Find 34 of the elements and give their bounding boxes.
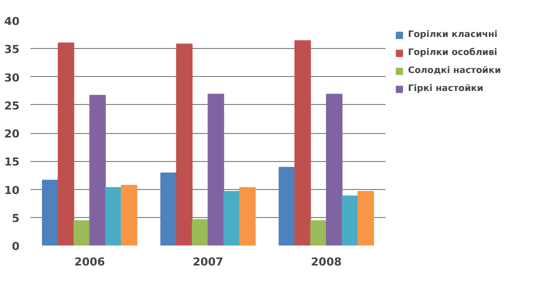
- bar: [74, 220, 90, 246]
- legend-label: Гіркі настойки: [408, 84, 484, 94]
- bar: [160, 172, 177, 246]
- bar: [42, 180, 58, 246]
- y-tick-label: 40: [4, 15, 20, 28]
- x-tick-label: 2006: [74, 256, 106, 268]
- bar: [176, 44, 193, 246]
- bar: [310, 220, 327, 246]
- y-tick-label: 0: [12, 240, 20, 253]
- bar: [223, 191, 240, 246]
- bar: [58, 42, 74, 246]
- y-tick-label: 20: [4, 128, 20, 140]
- y-tick-label: 5: [12, 212, 20, 225]
- y-tick-label: 30: [4, 71, 20, 84]
- legend-label: Горілки класичні: [408, 30, 498, 40]
- x-tick-label: 2007: [192, 256, 224, 268]
- bar: [326, 94, 342, 246]
- bar: [278, 166, 296, 246]
- bar: [239, 187, 256, 246]
- bar: [192, 219, 208, 246]
- legend-label: Горілки особливі: [408, 48, 498, 58]
- bar: [89, 94, 106, 246]
- y-tick-label: 15: [4, 156, 20, 169]
- bar: [342, 196, 358, 246]
- bar: [120, 184, 138, 246]
- y-tick-label: 25: [4, 99, 20, 112]
- y-tick-label: 35: [4, 43, 20, 56]
- bar: [208, 94, 224, 246]
- bar: [358, 191, 374, 246]
- bar: [294, 40, 311, 246]
- bar: [105, 187, 122, 246]
- y-tick-label: 10: [4, 184, 20, 197]
- x-tick-label: 2008: [311, 256, 342, 268]
- legend-label: Солодкі настойки: [408, 66, 501, 76]
